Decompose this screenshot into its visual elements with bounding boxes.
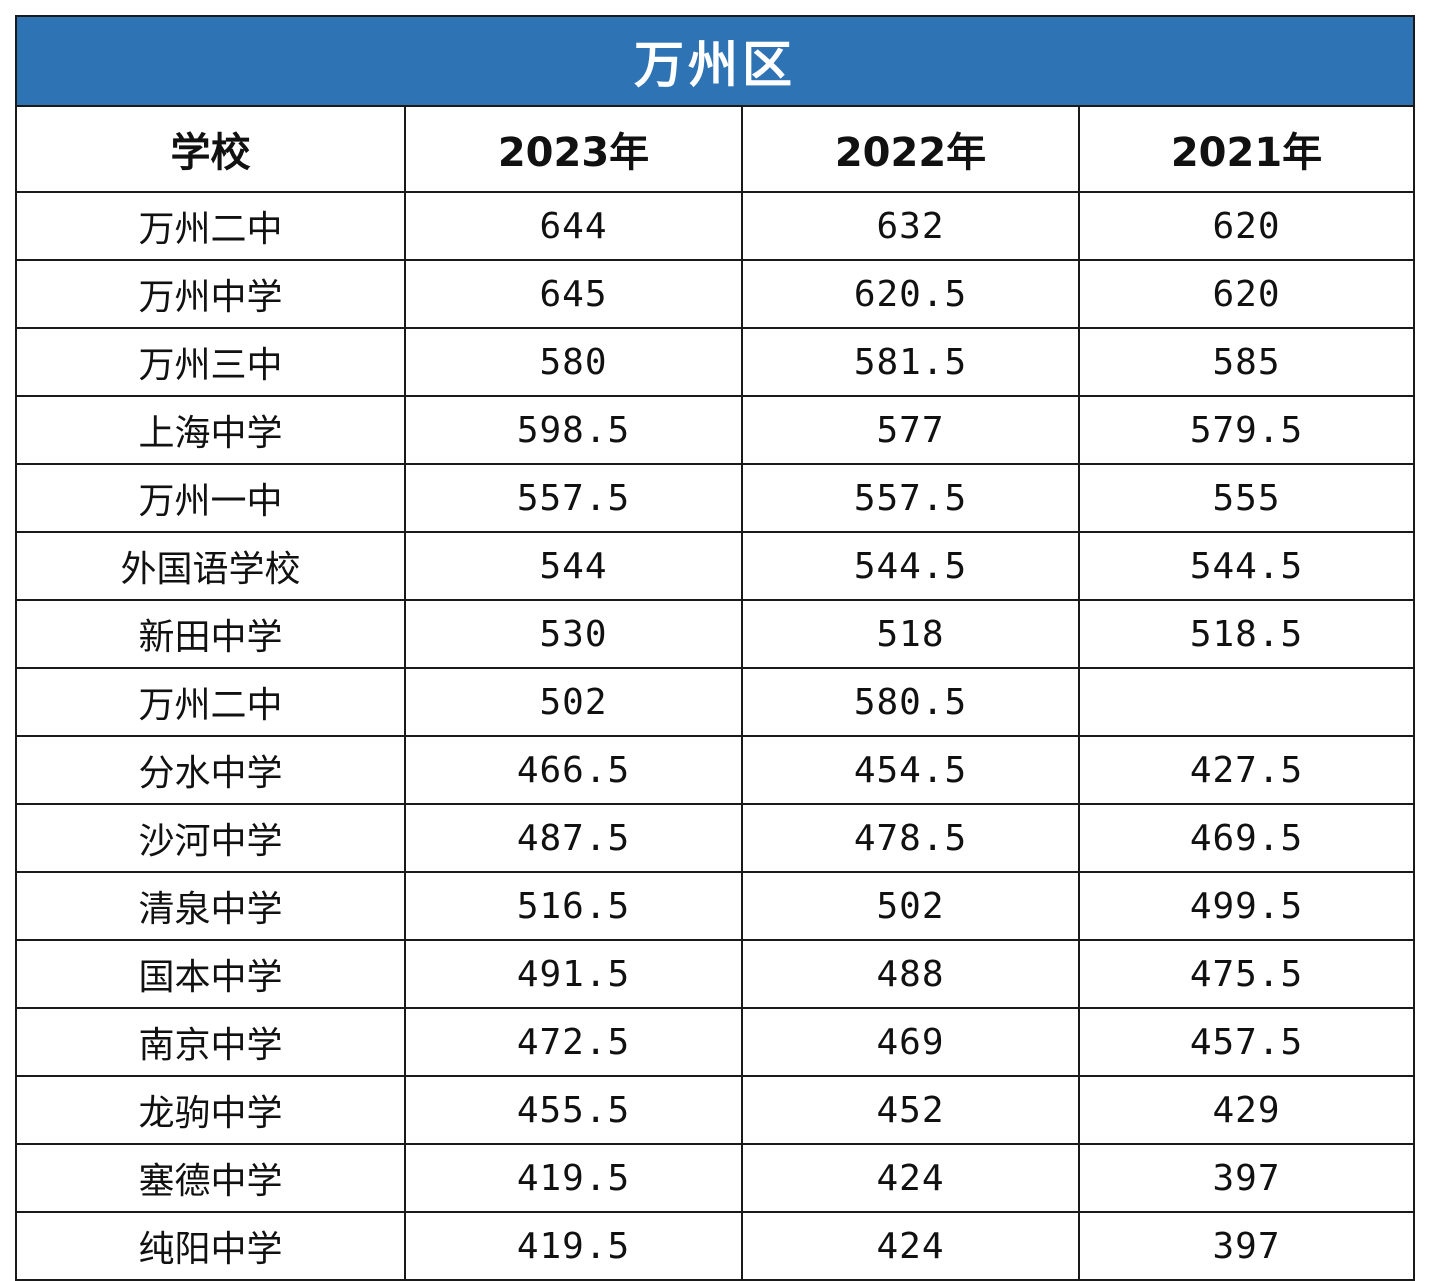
score-2022-cell: 580.5 <box>741 667 1080 737</box>
school-name-cell: 分水中学 <box>17 735 406 805</box>
table-row: 上海中学 598.5 577 579.5 <box>17 395 1413 465</box>
score-2022-cell: 478.5 <box>741 803 1080 873</box>
score-2021-cell: 429 <box>1078 1075 1413 1145</box>
score-2021-cell: 620 <box>1078 259 1413 329</box>
header-school: 学校 <box>17 107 406 193</box>
score-2023-cell: 516.5 <box>404 871 743 941</box>
table-row: 沙河中学 487.5 478.5 469.5 <box>17 803 1413 873</box>
school-name-cell: 南京中学 <box>17 1007 406 1077</box>
score-2022-cell: 632 <box>741 191 1080 261</box>
score-2022-cell: 488 <box>741 939 1080 1009</box>
score-2022-cell: 452 <box>741 1075 1080 1145</box>
score-table-container: 万州区 学校 2023年 2022年 2021年 万州二中 644 632 620 万州… <box>15 15 1415 1281</box>
score-2023-cell: 502 <box>404 667 743 737</box>
school-name-cell: 国本中学 <box>17 939 406 1009</box>
score-2022-cell: 620.5 <box>741 259 1080 329</box>
header-row: 学校 2023年 2022年 2021年 <box>17 107 1413 193</box>
score-2023-cell: 491.5 <box>404 939 743 1009</box>
table-row: 外国语学校 544 544.5 544.5 <box>17 531 1413 601</box>
score-2021-cell: 469.5 <box>1078 803 1413 873</box>
header-year-2023: 2023年 <box>404 107 743 193</box>
score-2023-cell: 580 <box>404 327 743 397</box>
score-2021-cell: 544.5 <box>1078 531 1413 601</box>
table-row: 纯阳中学 419.5 424 397 <box>17 1211 1413 1279</box>
score-2021-cell: 585 <box>1078 327 1413 397</box>
table-row: 万州二中 644 632 620 <box>17 191 1413 261</box>
score-2021-cell: 579.5 <box>1078 395 1413 465</box>
school-name-cell: 万州中学 <box>17 259 406 329</box>
score-2023-cell: 557.5 <box>404 463 743 533</box>
score-2022-cell: 454.5 <box>741 735 1080 805</box>
table-row: 新田中学 530 518 518.5 <box>17 599 1413 669</box>
table-row: 万州中学 645 620.5 620 <box>17 259 1413 329</box>
score-2022-cell: 469 <box>741 1007 1080 1077</box>
table-row: 南京中学 472.5 469 457.5 <box>17 1007 1413 1077</box>
table-row: 万州一中 557.5 557.5 555 <box>17 463 1413 533</box>
school-name-cell: 清泉中学 <box>17 871 406 941</box>
score-2023-cell: 530 <box>404 599 743 669</box>
score-2023-cell: 544 <box>404 531 743 601</box>
score-2021-cell <box>1078 667 1413 737</box>
school-name-cell: 塞德中学 <box>17 1143 406 1213</box>
score-2021-cell: 518.5 <box>1078 599 1413 669</box>
score-2021-cell: 475.5 <box>1078 939 1413 1009</box>
header-year-2021: 2021年 <box>1078 107 1413 193</box>
score-table: 学校 2023年 2022年 2021年 万州二中 644 632 620 万州中学 64… <box>17 107 1413 1279</box>
table-row: 分水中学 466.5 454.5 427.5 <box>17 735 1413 805</box>
score-2023-cell: 419.5 <box>404 1211 743 1279</box>
school-name-cell: 沙河中学 <box>17 803 406 873</box>
table-row: 万州二中 502 580.5 <box>17 667 1413 737</box>
score-2023-cell: 455.5 <box>404 1075 743 1145</box>
score-2022-cell: 581.5 <box>741 327 1080 397</box>
school-name-cell: 万州三中 <box>17 327 406 397</box>
score-2021-cell: 397 <box>1078 1211 1413 1279</box>
table-row: 清泉中学 516.5 502 499.5 <box>17 871 1413 941</box>
score-2021-cell: 620 <box>1078 191 1413 261</box>
score-2022-cell: 424 <box>741 1143 1080 1213</box>
table-title: 万州区 <box>17 17 1413 107</box>
table-row: 塞德中学 419.5 424 397 <box>17 1143 1413 1213</box>
score-2021-cell: 555 <box>1078 463 1413 533</box>
school-name-cell: 纯阳中学 <box>17 1211 406 1279</box>
score-2022-cell: 557.5 <box>741 463 1080 533</box>
score-2023-cell: 645 <box>404 259 743 329</box>
score-2023-cell: 598.5 <box>404 395 743 465</box>
score-2022-cell: 577 <box>741 395 1080 465</box>
school-name-cell: 万州二中 <box>17 191 406 261</box>
score-2021-cell: 457.5 <box>1078 1007 1413 1077</box>
school-name-cell: 万州一中 <box>17 463 406 533</box>
score-2022-cell: 502 <box>741 871 1080 941</box>
score-2022-cell: 544.5 <box>741 531 1080 601</box>
score-2023-cell: 472.5 <box>404 1007 743 1077</box>
score-2022-cell: 424 <box>741 1211 1080 1279</box>
school-name-cell: 上海中学 <box>17 395 406 465</box>
score-2021-cell: 427.5 <box>1078 735 1413 805</box>
table-row: 龙驹中学 455.5 452 429 <box>17 1075 1413 1145</box>
school-name-cell: 万州二中 <box>17 667 406 737</box>
header-year-2022: 2022年 <box>741 107 1080 193</box>
school-name-cell: 外国语学校 <box>17 531 406 601</box>
score-2023-cell: 644 <box>404 191 743 261</box>
score-2023-cell: 487.5 <box>404 803 743 873</box>
table-row: 万州三中 580 581.5 585 <box>17 327 1413 397</box>
score-2021-cell: 397 <box>1078 1143 1413 1213</box>
school-name-cell: 龙驹中学 <box>17 1075 406 1145</box>
score-2023-cell: 419.5 <box>404 1143 743 1213</box>
table-body: 万州二中 644 632 620 万州中学 645 620.5 620 万州三中 580 581.5… <box>17 191 1413 1279</box>
table-row: 国本中学 491.5 488 475.5 <box>17 939 1413 1009</box>
score-2022-cell: 518 <box>741 599 1080 669</box>
score-2021-cell: 499.5 <box>1078 871 1413 941</box>
school-name-cell: 新田中学 <box>17 599 406 669</box>
score-2023-cell: 466.5 <box>404 735 743 805</box>
